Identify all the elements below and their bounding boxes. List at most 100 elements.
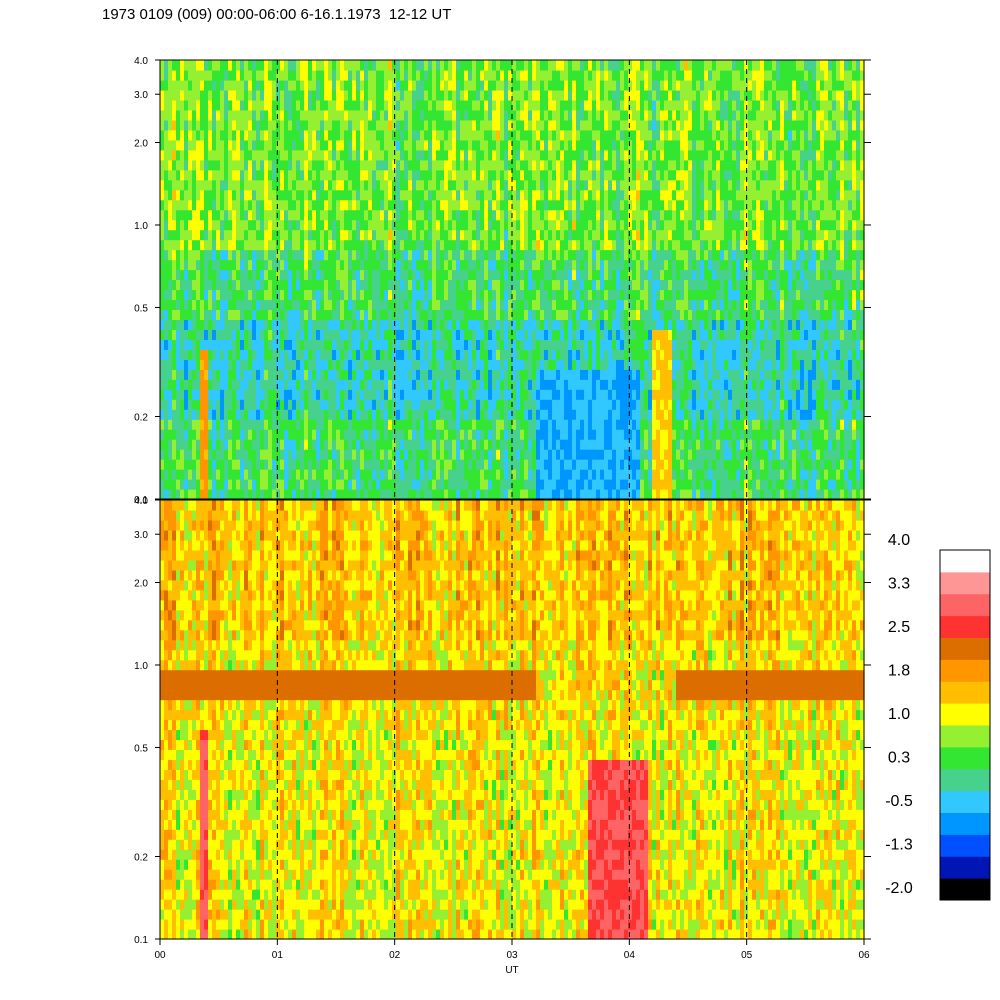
heatmap-cell [480,260,485,271]
heatmap-cell [192,289,197,300]
heatmap-cell [188,130,193,141]
heatmap-cell [388,130,393,141]
heatmap-cell [580,419,585,430]
heatmap-cell [296,489,301,500]
heatmap-cell [244,200,249,211]
heatmap-cell [384,240,389,251]
heatmap-cell [460,429,465,440]
heatmap-cell [364,339,369,350]
heatmap-cell [212,369,217,380]
heatmap-cell [496,60,501,71]
heatmap-cell [484,489,489,500]
heatmap-cell [280,190,285,201]
heatmap-cell [204,70,209,81]
heatmap-cell [460,469,465,480]
heatmap-cell [536,150,541,161]
heatmap-cell [176,399,181,410]
heatmap-cell [228,270,233,281]
heatmap-cell [224,80,229,91]
heatmap-cell [328,469,333,480]
heatmap-cell [456,439,461,450]
heatmap-cell [184,469,189,480]
heatmap-cell [412,329,417,340]
heatmap-cell [284,160,289,171]
heatmap-cell [248,479,253,490]
heatmap-cell [380,289,385,300]
heatmap-cell [248,459,253,470]
heatmap-cell [604,419,609,430]
heatmap-cell [288,419,293,430]
heatmap-cell [320,319,325,330]
heatmap-cell [608,349,613,360]
heatmap-cell [468,250,473,261]
heatmap-cell [580,140,585,151]
heatmap-cell [468,299,473,310]
heatmap-cell [580,80,585,91]
heatmap-cell [596,489,601,500]
heatmap-cell [592,419,597,430]
heatmap-cell [460,399,465,410]
heatmap-cell [268,100,273,111]
heatmap-cell [400,170,405,181]
heatmap-cell [484,240,489,251]
heatmap-cell [248,349,253,360]
heatmap-cell [184,70,189,81]
heatmap-cell [504,240,509,251]
heatmap-cell [588,419,593,430]
heatmap-cell [180,160,185,171]
heatmap-cell [464,100,469,111]
heatmap-cell [252,379,257,390]
heatmap-cell [584,150,589,161]
heatmap-cell [548,200,553,211]
heatmap-cell [244,339,249,350]
heatmap-cell [564,280,569,291]
heatmap-cell [228,439,233,450]
heatmap-cell [276,210,281,221]
heatmap-cell [512,319,517,330]
heatmap-cell [288,489,293,500]
heatmap-cell [592,120,597,131]
heatmap-cell [204,130,209,141]
heatmap-cell [200,489,205,500]
heatmap-cell [192,70,197,81]
heatmap-cell [348,100,353,111]
heatmap-cell [160,170,165,181]
heatmap-cell [564,439,569,450]
heatmap-cell [596,140,601,151]
heatmap-cell [168,319,173,330]
heatmap-cell [188,280,193,291]
heatmap-cell [504,439,509,450]
heatmap-cell [268,70,273,81]
heatmap-cell [172,220,177,231]
heatmap-cell [448,100,453,111]
heatmap-cell [348,160,353,171]
heatmap-cell [480,180,485,191]
heatmap-cell [544,120,549,131]
heatmap-cell [352,309,357,320]
heatmap-cell [472,80,477,91]
heatmap-cell [308,329,313,340]
heatmap-cell [316,379,321,390]
heatmap-cell [352,80,357,91]
heatmap-cell [356,449,361,460]
heatmap-cell [476,399,481,410]
heatmap-cell [532,70,537,81]
heatmap-cell [568,449,573,460]
heatmap-cell [592,339,597,350]
heatmap-cell [544,289,549,300]
heatmap-cell [436,280,441,291]
heatmap-cell [284,200,289,211]
heatmap-cell [560,110,565,121]
heatmap-cell [212,280,217,291]
heatmap-cell [396,409,401,420]
heatmap-cell [364,70,369,81]
heatmap-cell [212,439,217,450]
heatmap-cell [496,369,501,380]
heatmap-cell [548,439,553,450]
heatmap-cell [388,459,393,470]
heatmap-cell [192,160,197,171]
heatmap-cell [228,70,233,81]
heatmap-cell [492,70,497,81]
heatmap-cell [512,479,517,490]
heatmap-cell [476,240,481,251]
